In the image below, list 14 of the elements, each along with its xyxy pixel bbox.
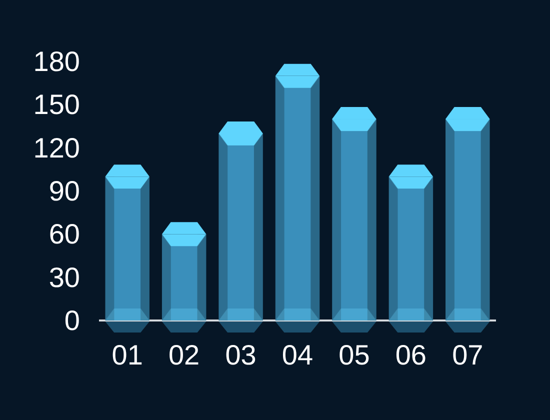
x-tick-label: 01 bbox=[112, 340, 143, 370]
y-tick-label: 90 bbox=[48, 176, 80, 206]
x-tick-label: 04 bbox=[282, 340, 314, 370]
x-tick-label: 02 bbox=[168, 340, 200, 370]
y-tick-label: 120 bbox=[33, 132, 80, 164]
x-tick-label: 07 bbox=[452, 340, 484, 370]
x-tick-label: 06 bbox=[395, 340, 427, 370]
x-tick-label: 05 bbox=[338, 340, 370, 370]
y-tick-label: 30 bbox=[48, 262, 80, 293]
y-tick-label: 180 bbox=[33, 46, 80, 77]
y-tick-label: 150 bbox=[33, 89, 80, 120]
x-tick-label: 03 bbox=[225, 340, 256, 370]
y-tick-label: 0 bbox=[64, 305, 80, 336]
y-tick-label: 60 bbox=[48, 218, 80, 250]
